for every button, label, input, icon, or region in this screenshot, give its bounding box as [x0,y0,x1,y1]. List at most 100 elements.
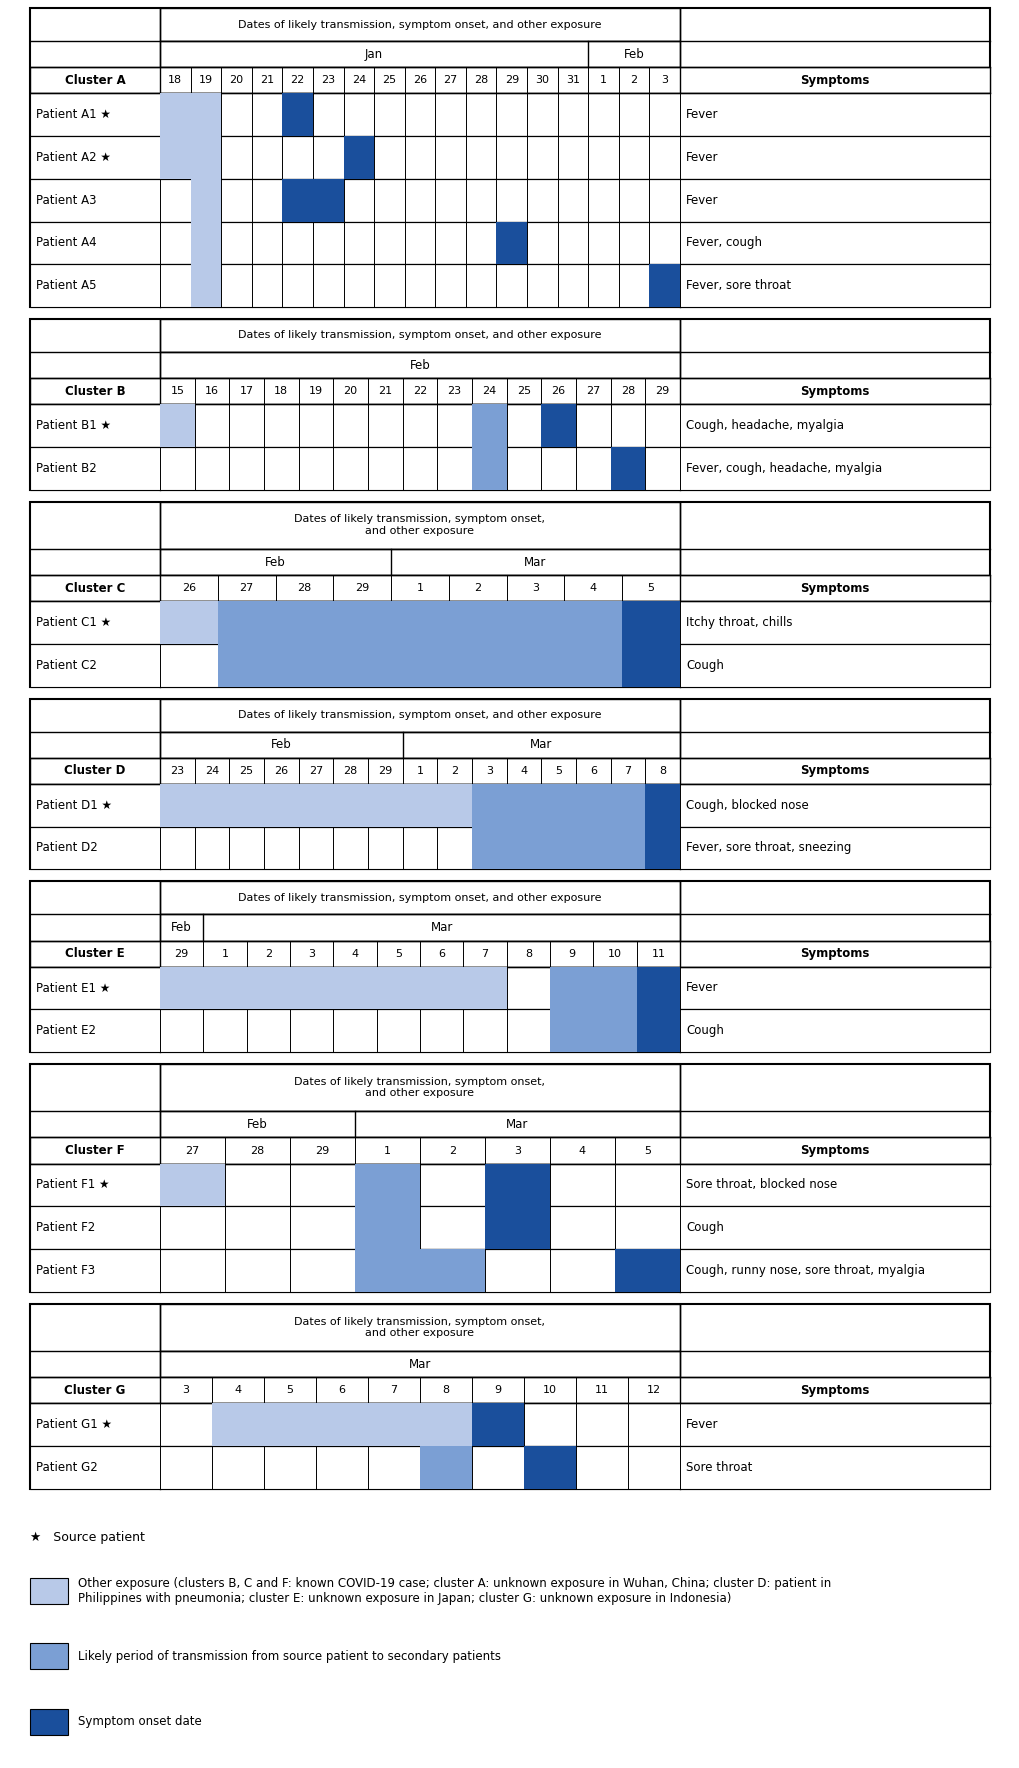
Text: 1: 1 [221,949,228,958]
Bar [218,644,275,686]
Text: 18: 18 [168,76,182,85]
Bar [30,575,989,601]
Bar [420,1404,472,1446]
Text: Symptoms: Symptoms [800,764,869,778]
Bar [564,601,622,644]
Text: 1: 1 [599,76,606,85]
Bar [420,967,463,1010]
Text: Patient G2: Patient G2 [36,1460,98,1475]
Text: Mar: Mar [505,1117,528,1132]
Bar [593,967,636,1010]
Text: 24: 24 [352,76,366,85]
Text: Fever: Fever [686,150,717,164]
Bar [472,827,506,870]
Bar [160,136,191,179]
Bar [333,967,376,1010]
Bar [524,1446,576,1489]
Text: 7: 7 [390,1384,397,1395]
Bar [203,967,247,1010]
Bar [448,644,506,686]
Bar [160,732,680,758]
Text: 3: 3 [182,1384,190,1395]
Text: 23: 23 [321,76,335,85]
Bar [614,1248,680,1292]
Bar [30,1137,989,1163]
Bar [30,502,989,686]
Bar [541,827,576,870]
Bar [191,179,221,221]
Text: Itchy throat, chills: Itchy throat, chills [686,615,792,629]
Text: Dates of likely transmission, symptom onset, and other exposure: Dates of likely transmission, symptom on… [238,893,601,903]
Text: Fever: Fever [686,194,717,207]
Text: 28: 28 [250,1146,264,1156]
Bar [30,1708,68,1734]
Text: 3: 3 [308,949,315,958]
Bar [218,601,275,644]
Text: 3: 3 [532,583,538,594]
Bar [30,1579,68,1604]
Text: 30: 30 [535,76,549,85]
Text: 28: 28 [343,766,358,776]
Text: 17: 17 [239,385,254,396]
Text: 20: 20 [343,385,358,396]
Bar [30,67,989,94]
Text: Dates of likely transmission, symptom onset, and other exposure: Dates of likely transmission, symptom on… [238,19,601,30]
Bar [160,502,680,550]
Bar [160,41,680,67]
Bar [390,644,448,686]
Text: 19: 19 [309,385,323,396]
Text: 10: 10 [542,1384,556,1395]
Bar [649,263,680,308]
Text: Patient C1 ★: Patient C1 ★ [36,615,111,629]
Bar [30,1064,989,1292]
Bar [484,1206,549,1248]
Bar [506,644,564,686]
Text: Symptoms: Symptoms [800,1384,869,1397]
Text: 5: 5 [643,1146,650,1156]
Bar [30,827,989,870]
Text: 3: 3 [485,766,492,776]
Text: Dates of likely transmission, symptom onset, and other exposure: Dates of likely transmission, symptom on… [238,711,601,720]
Text: 6: 6 [589,766,596,776]
Bar [282,94,313,136]
Text: Dates of likely transmission, symptom onset,
and other exposure: Dates of likely transmission, symptom on… [294,1317,545,1338]
Text: Sore throat, blocked nose: Sore throat, blocked nose [686,1179,837,1192]
Text: 3: 3 [514,1146,521,1156]
Text: Symptoms: Symptoms [800,385,869,398]
Text: Patient F2: Patient F2 [36,1222,95,1234]
Bar [30,1303,989,1489]
Text: 4: 4 [352,949,359,958]
Text: 2: 2 [450,766,458,776]
Bar [355,1163,420,1206]
Bar [160,967,203,1010]
Text: 24: 24 [482,385,496,396]
Bar [160,318,680,352]
Bar [472,405,506,447]
Text: Patient B2: Patient B2 [36,461,97,476]
Bar [160,1064,680,1112]
Text: Feb: Feb [247,1117,268,1132]
Bar [541,783,576,827]
Text: Feb: Feb [624,48,644,60]
Bar [636,1010,680,1052]
Bar [30,1642,68,1669]
Text: Patient A2 ★: Patient A2 ★ [36,150,111,164]
Bar [610,447,645,490]
Bar [437,783,472,827]
Text: 12: 12 [646,1384,660,1395]
Bar [420,1248,484,1292]
Text: Cough, blocked nose: Cough, blocked nose [686,799,808,812]
Text: 1: 1 [416,766,423,776]
Text: Cluster F: Cluster F [65,1144,124,1156]
Bar [636,967,680,1010]
Text: Patient A5: Patient A5 [36,279,97,292]
Text: Symptoms: Symptoms [800,582,869,594]
Text: Cough: Cough [686,1024,723,1038]
Text: Cough: Cough [686,1222,723,1234]
Text: 25: 25 [382,76,396,85]
Bar [289,967,333,1010]
Text: Patient D2: Patient D2 [36,842,98,854]
Bar [622,644,680,686]
Text: 25: 25 [517,385,531,396]
Bar [160,550,680,575]
